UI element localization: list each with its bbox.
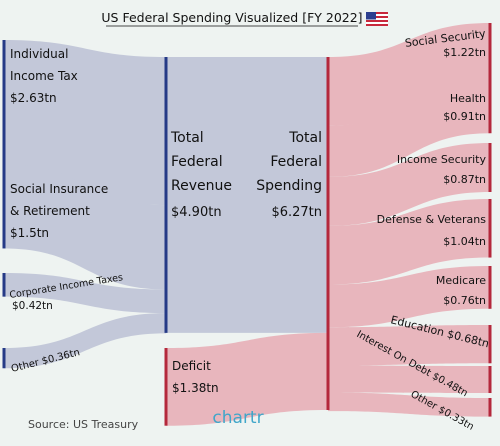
defense-veterans-label: Defense & Veterans bbox=[377, 213, 487, 226]
health-value: $0.91tn bbox=[443, 110, 486, 123]
defense-veterans-value: $1.04tn bbox=[443, 235, 486, 248]
total-revenue-label: Federal bbox=[171, 154, 223, 170]
income-security-flow bbox=[328, 143, 490, 226]
income-security-bar bbox=[488, 143, 492, 192]
income-security-value: $0.87tn bbox=[443, 173, 486, 186]
corporate-income-taxes-bar bbox=[2, 273, 6, 297]
total-revenue-bar bbox=[164, 57, 168, 333]
individual-income-tax-bar bbox=[2, 40, 6, 189]
income-security-label: Income Security bbox=[397, 153, 487, 166]
flow-layer bbox=[4, 23, 490, 426]
social-insurance-label: Social Insurance bbox=[10, 182, 108, 196]
total-revenue-block bbox=[166, 57, 328, 333]
corporate-income-taxes-flow bbox=[4, 273, 166, 314]
other-revenue-flow bbox=[4, 313, 166, 369]
deficit-value: $1.38tn bbox=[172, 381, 219, 395]
page-title: US Federal Spending Visualized [FY 2022] bbox=[101, 10, 362, 25]
social-insurance-value: $1.5tn bbox=[10, 226, 49, 240]
medicare-flow bbox=[328, 266, 490, 328]
source-note: Source: US Treasury bbox=[28, 418, 139, 431]
social-insurance-bar bbox=[2, 164, 6, 249]
deficit-label: Deficit bbox=[172, 359, 211, 373]
social-insurance-label: & Retirement bbox=[10, 204, 90, 218]
social-security-bar bbox=[488, 23, 492, 92]
deficit-flow bbox=[166, 332, 328, 426]
interest-on-debt-flow bbox=[328, 365, 490, 394]
medicare-bar bbox=[488, 266, 492, 309]
education-bar bbox=[488, 325, 492, 364]
individual-income-tax-value: $2.63tn bbox=[10, 91, 57, 105]
health-bar bbox=[488, 82, 492, 134]
social-security-value: $1.22tn bbox=[443, 46, 486, 59]
us-flag-icon bbox=[366, 12, 388, 26]
social-security-flow bbox=[328, 23, 490, 126]
total-spending-label: Federal bbox=[270, 154, 322, 170]
other-spending-flow bbox=[328, 392, 490, 417]
total-spending-label: Spending bbox=[256, 178, 322, 194]
node-bar-layer bbox=[2, 23, 492, 426]
defense-veterans-bar bbox=[488, 199, 492, 258]
other-spending-bar bbox=[488, 398, 492, 417]
education-flow bbox=[328, 325, 490, 366]
health-label: Health bbox=[450, 92, 486, 105]
total-revenue-label: Revenue bbox=[171, 178, 232, 194]
total-spending-label: Total bbox=[288, 130, 322, 146]
total-revenue-value: $4.90tn bbox=[171, 205, 222, 220]
individual-income-tax-label: Individual bbox=[10, 47, 68, 61]
other-revenue-bar bbox=[2, 348, 6, 369]
total-spending-value: $6.27tn bbox=[271, 205, 322, 220]
corporate-income-taxes-value: $0.42tn bbox=[12, 300, 53, 312]
medicare-value: $0.76tn bbox=[443, 294, 486, 307]
medicare-label: Medicare bbox=[436, 274, 486, 287]
interest-on-debt-bar bbox=[488, 366, 492, 394]
health-flow bbox=[328, 82, 490, 177]
total-revenue-label: Total bbox=[170, 130, 204, 146]
label-layer: Individual Income Tax $2.63tn Social Insura… bbox=[9, 27, 491, 433]
brand-logo: chartr bbox=[212, 408, 263, 428]
defense-veterans-flow bbox=[328, 199, 490, 285]
deficit-bar bbox=[164, 348, 168, 426]
total-spending-bar bbox=[326, 57, 330, 410]
social-insurance-flow bbox=[4, 164, 166, 290]
individual-income-tax-label: Income Tax bbox=[10, 69, 78, 83]
individual-income-tax-flow bbox=[4, 40, 166, 206]
